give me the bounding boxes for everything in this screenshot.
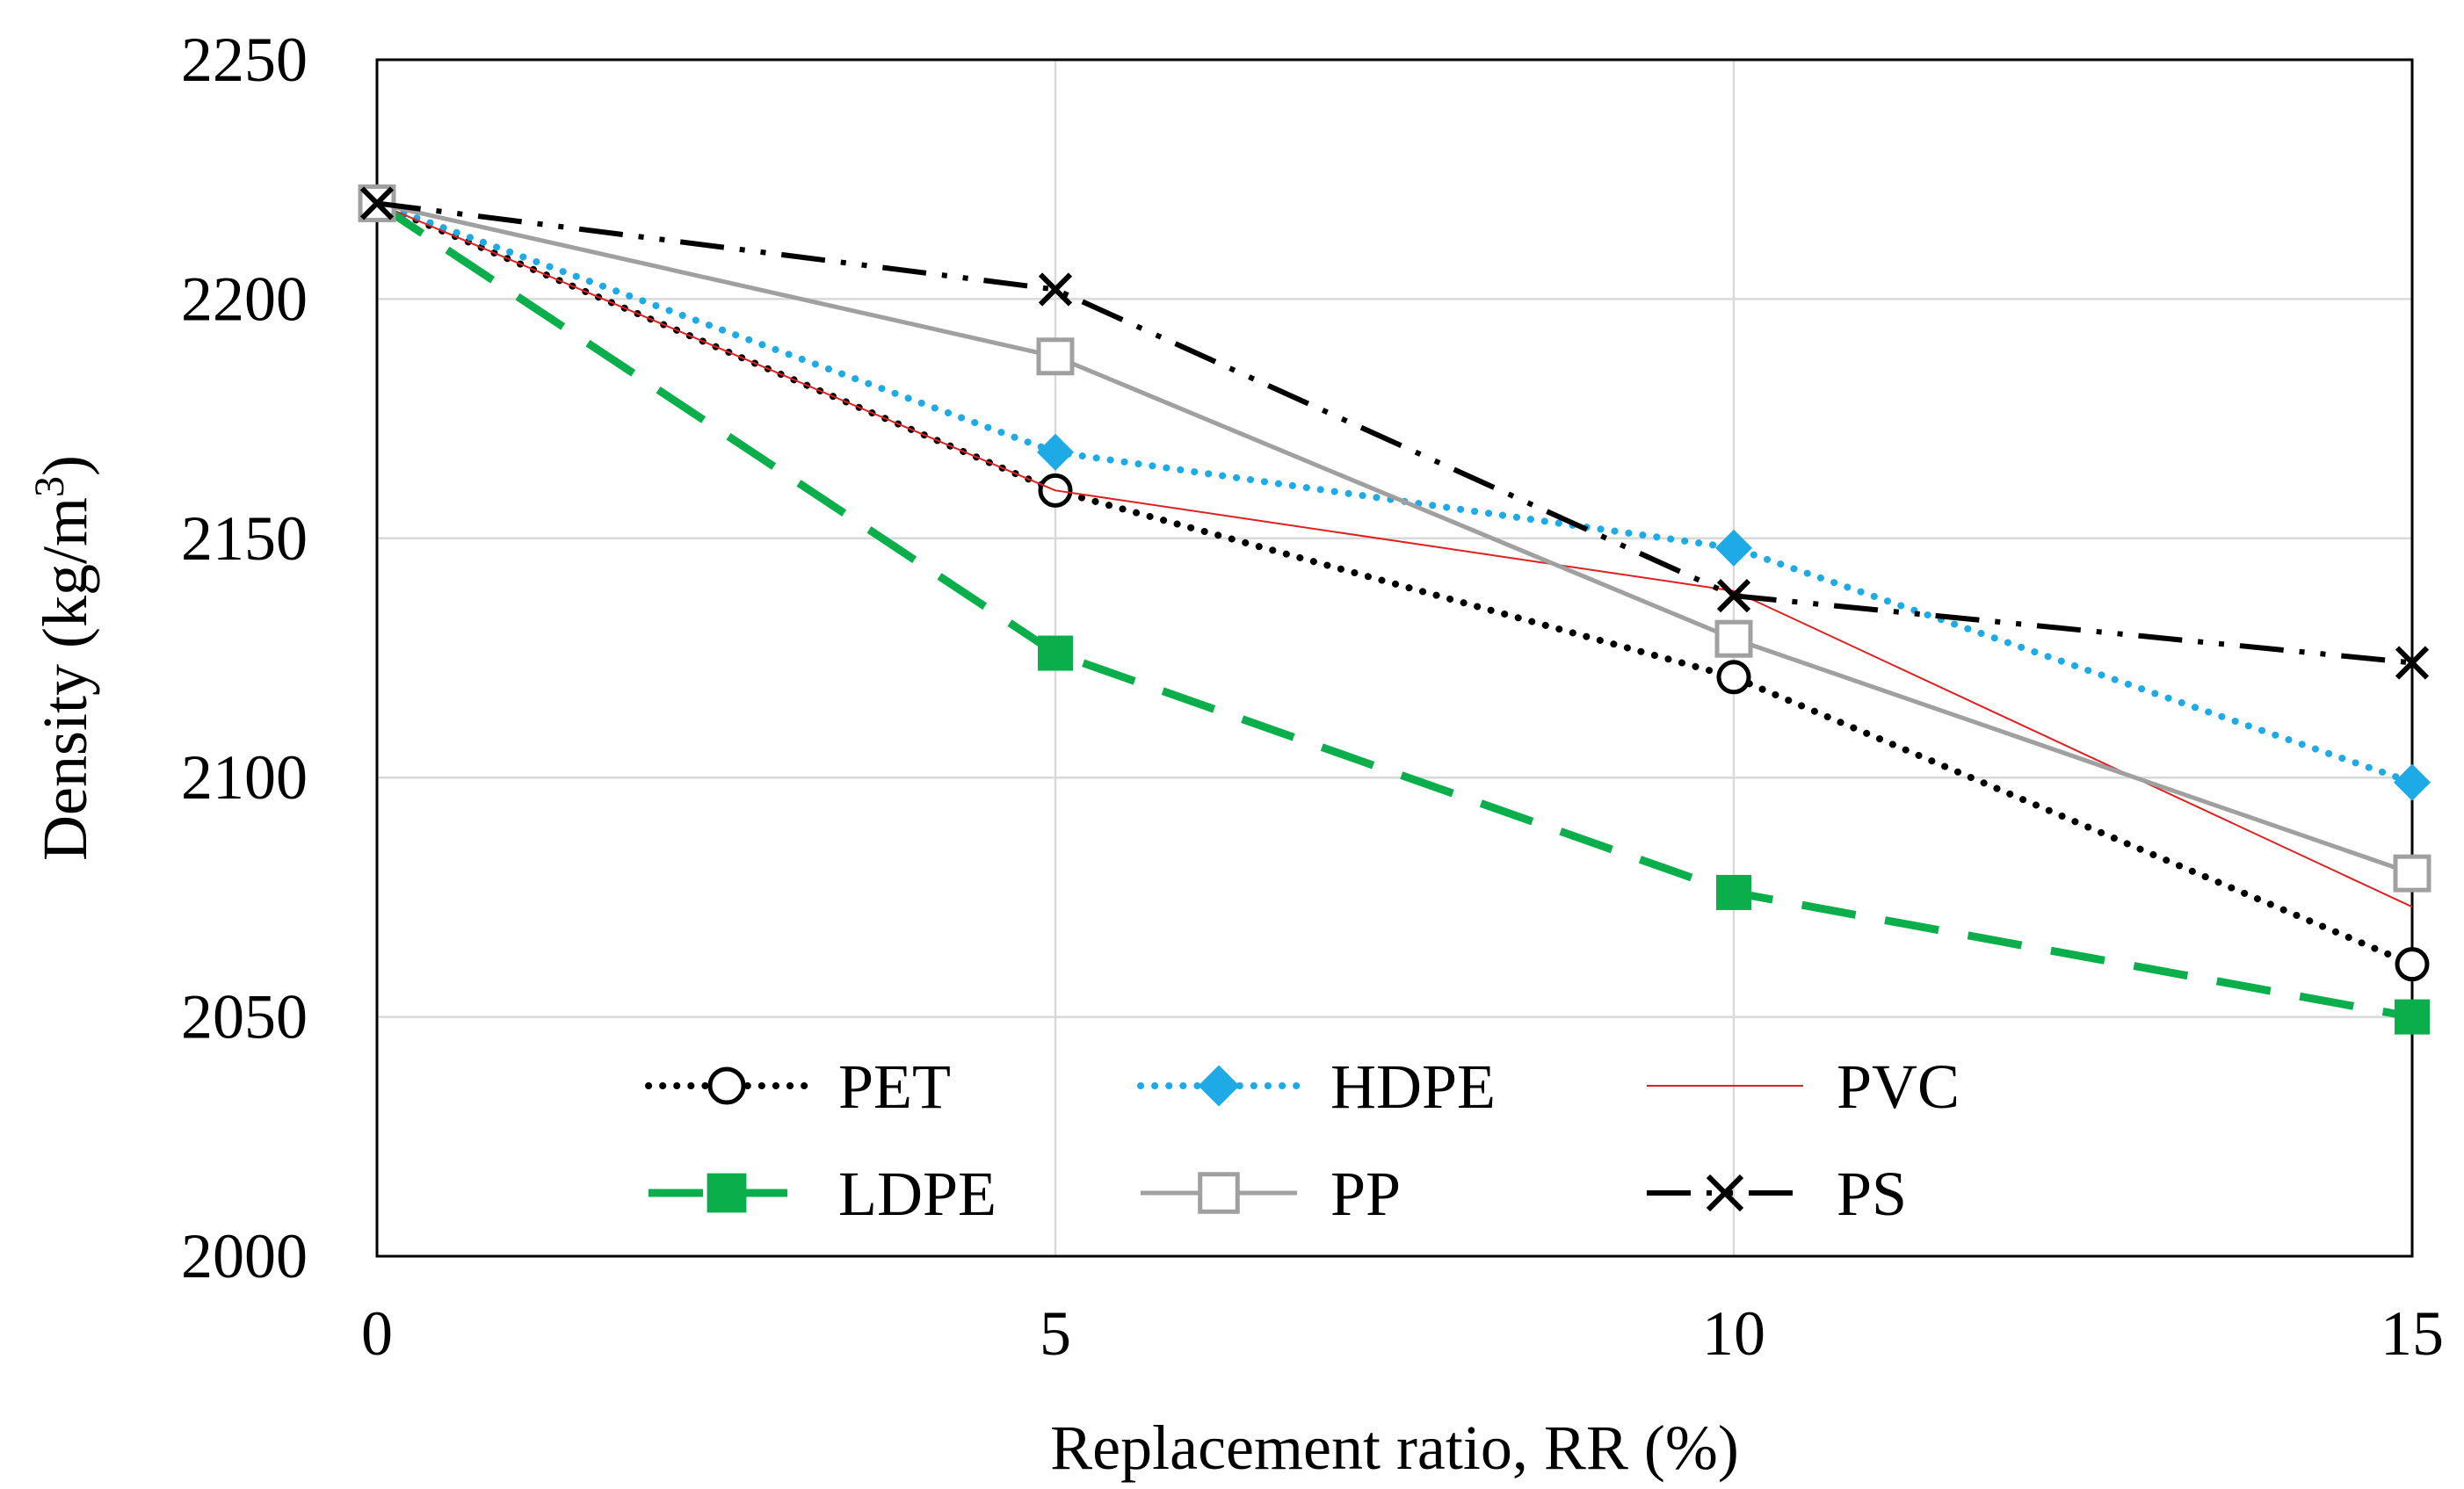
x-axis-title: Replacement ratio, RR (%) — [1050, 1413, 1739, 1483]
y-axis-title: Density (kg/m3) — [26, 455, 101, 861]
legend-item-ldpe: LDPE — [649, 1159, 996, 1229]
legend-label-ps: PS — [1837, 1159, 1907, 1229]
data-point-ps — [1038, 272, 1073, 307]
y-axis-title-main: Density (kg/m — [30, 497, 100, 861]
data-point-pp — [1036, 337, 1075, 376]
data-point-pet — [1716, 660, 1751, 695]
legend-label-pp: PP — [1330, 1159, 1401, 1229]
legend-item-pvc: PVC — [1647, 1052, 1960, 1122]
legend: PET HDPE PVC LDPE PP PS — [645, 1052, 1960, 1229]
x-tick-label: 10 — [1702, 1298, 1765, 1369]
y-tick-label: 2200 — [181, 264, 308, 334]
legend-marker-pet — [707, 1066, 746, 1105]
x-stroke — [1716, 579, 1751, 613]
series-line-hdpe — [373, 199, 2416, 786]
series-line-ps — [376, 200, 2413, 666]
series-pet — [359, 185, 2430, 982]
series-hdpe — [359, 184, 2431, 801]
data-point-ps — [2395, 646, 2430, 680]
legend-label-pvc: PVC — [1837, 1052, 1960, 1122]
legend-label-pet: PET — [838, 1052, 951, 1122]
plot-frame — [375, 58, 2414, 1258]
data-point-hdpe — [1037, 433, 1074, 471]
data-point-ps — [359, 186, 395, 220]
legend-item-pp: PP — [1141, 1159, 1401, 1229]
series-line-pp — [376, 201, 2413, 876]
y-axis-title-superscript: 3 — [26, 476, 73, 497]
series-layer — [358, 184, 2431, 1035]
data-point-pp — [1714, 619, 1753, 658]
legend-marker-pp — [1198, 1172, 1240, 1214]
x-stroke — [1706, 1174, 1744, 1212]
series-pvc — [376, 202, 2413, 908]
legend-label-hdpe: HDPE — [1330, 1052, 1496, 1122]
y-tick-label: 2100 — [181, 742, 308, 813]
y-tick-label: 2250 — [181, 25, 308, 95]
y-axis-title-close: ) — [30, 455, 100, 476]
series-ps — [359, 186, 2430, 680]
x-tick-label: 15 — [2381, 1298, 2444, 1369]
series-line-ldpe — [374, 199, 2413, 1022]
legend-item-pet: PET — [645, 1052, 951, 1122]
y-tick-label: 2150 — [181, 503, 308, 574]
data-point-ldpe — [2395, 999, 2430, 1035]
series-line-pvc — [376, 202, 2413, 908]
y-tick-label: 2000 — [181, 1221, 308, 1291]
data-point-hdpe — [2394, 763, 2431, 801]
data-point-pet — [2395, 947, 2430, 982]
legend-marker-ps — [1706, 1174, 1744, 1212]
data-point-pp — [2393, 854, 2431, 893]
x-tick-label: 0 — [361, 1298, 393, 1369]
tick-labels: 2000 2050 2100 2150 2200 2250 0 5 10 15 — [181, 25, 2444, 1369]
legend-item-hdpe: HDPE — [1137, 1052, 1496, 1122]
x-stroke — [2395, 646, 2430, 680]
x-stroke — [359, 186, 395, 220]
data-point-ldpe — [1038, 635, 1073, 671]
x-stroke — [1038, 272, 1073, 307]
y-tick-label: 2050 — [181, 982, 308, 1052]
x-tick-label: 5 — [1040, 1298, 1071, 1369]
data-point-hdpe — [1715, 529, 1752, 567]
data-point-ldpe — [1716, 874, 1751, 910]
legend-label-ldpe: LDPE — [838, 1159, 996, 1229]
data-point-ps — [1716, 579, 1751, 613]
legend-item-ps: PS — [1647, 1159, 1907, 1229]
legend-marker-ldpe — [707, 1173, 747, 1213]
legend-marker-hdpe — [1198, 1065, 1240, 1107]
